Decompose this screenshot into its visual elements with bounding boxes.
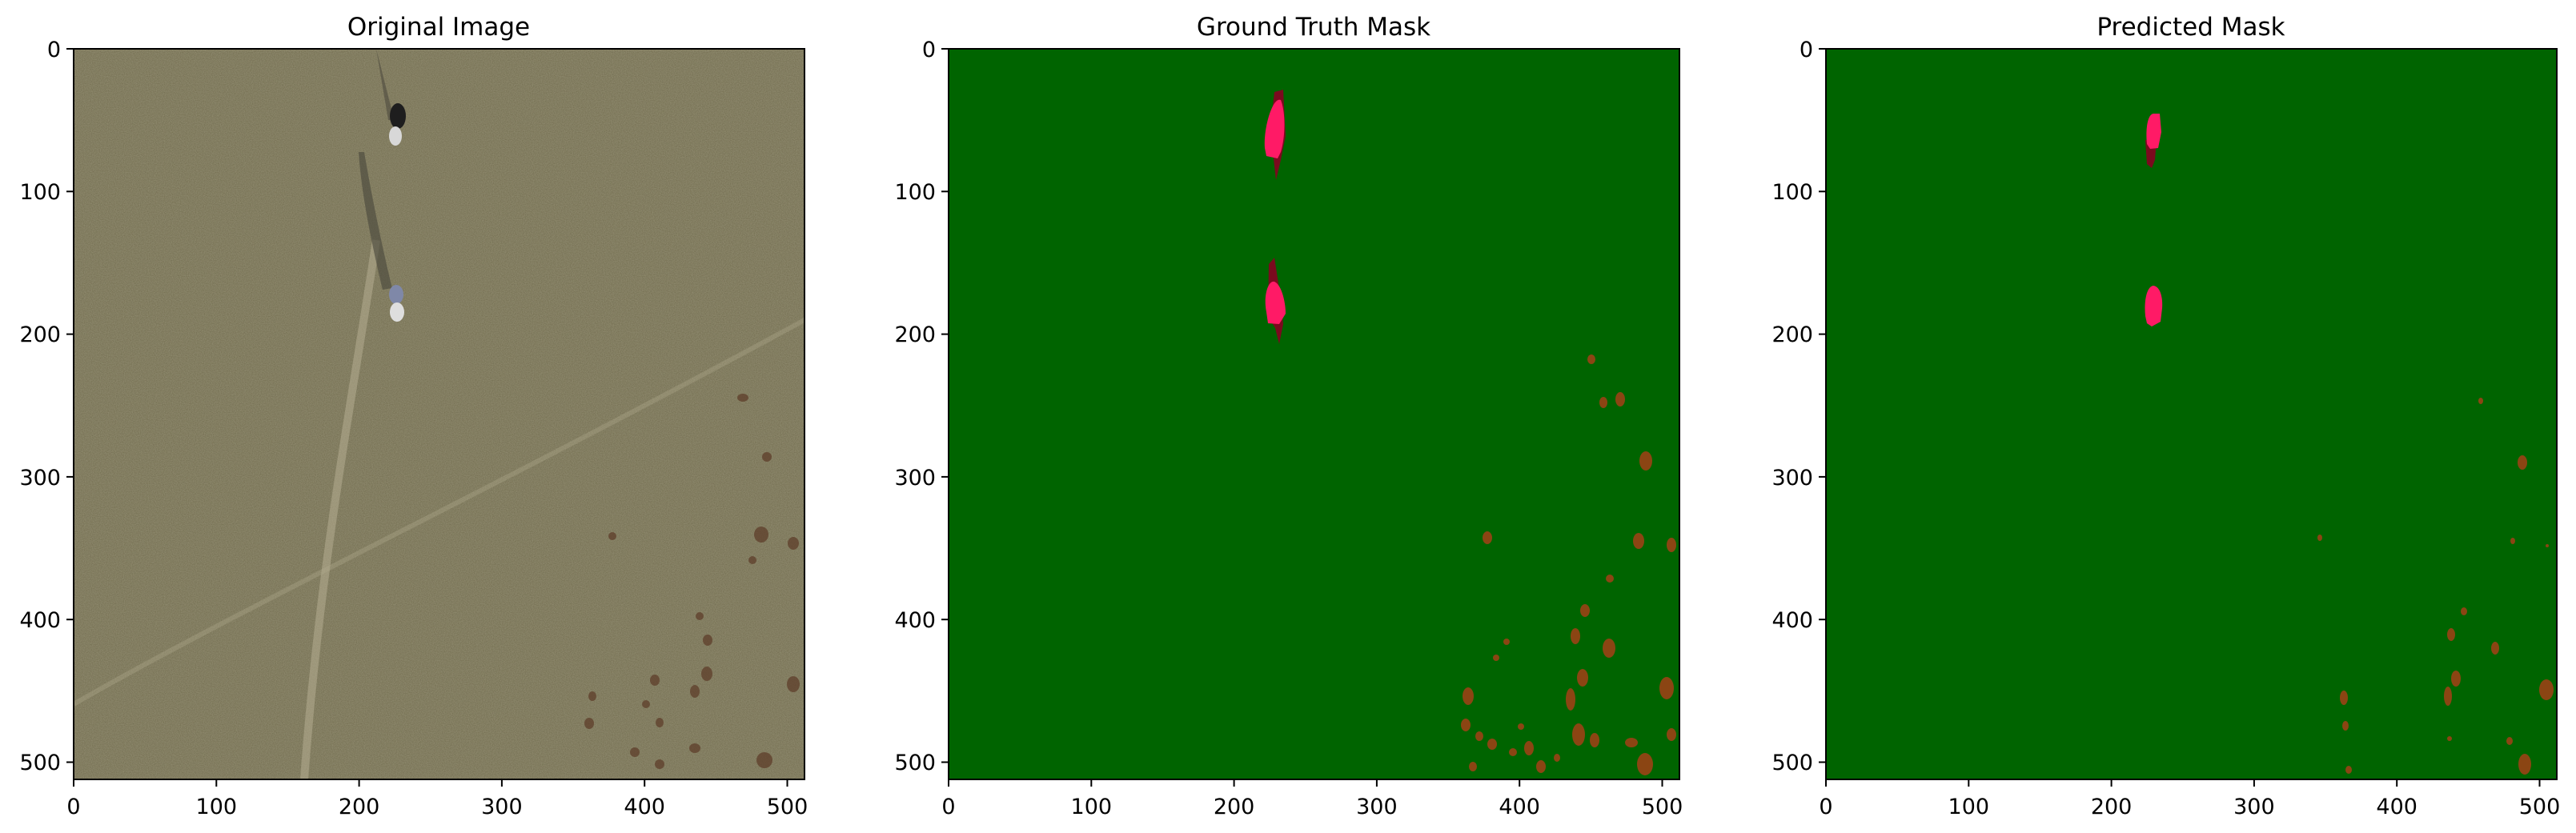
x-tick-label: 300 [1356,795,1398,819]
shadow-shape [376,49,399,120]
trail-line [300,239,380,779]
x-tick-label: 400 [2376,795,2418,819]
x-tick-label: 200 [1214,795,1255,819]
mask-background [1826,49,2557,779]
person-figure [389,285,404,322]
trail-line [74,318,804,707]
shrub-mask-regions [2317,398,2554,775]
y-tick-label: 100 [19,180,61,205]
y-tick-label: 300 [894,466,936,491]
shrub-cluster [584,394,800,769]
x-tick-label: 100 [1071,795,1113,819]
x-tick-label: 100 [1948,795,1990,819]
y-tick-label: 0 [922,38,936,62]
y-tick-label: 200 [1772,322,1813,347]
x-tick-label: 0 [66,795,80,819]
x-tick-label: 0 [941,795,955,819]
panel-title: Ground Truth Mask [1197,13,1430,42]
x-ticks: 0 100 200 300 400 500 [66,779,808,819]
x-tick-label: 300 [2233,795,2275,819]
x-tick-label: 300 [481,795,523,819]
y-tick-label: 400 [894,608,936,633]
y-ticks: 0 100 200 300 400 500 [1772,38,1826,775]
y-tick-label: 200 [894,322,936,347]
panel-title: Original Image [347,13,530,42]
y-tick-label: 500 [19,751,61,775]
aerial-photo [74,49,804,779]
x-tick-label: 200 [339,795,380,819]
y-tick-label: 300 [19,466,61,491]
y-tick-label: 0 [1800,38,1813,62]
panel-ground-truth-mask: Ground Truth Mask [894,13,1683,819]
x-tick-label: 500 [767,795,809,819]
y-tick-label: 500 [894,751,936,775]
axis-frame [948,48,1680,780]
x-tick-label: 100 [196,795,238,819]
y-tick-label: 200 [19,322,61,347]
panel-predicted-mask: Predicted Mask 0 100 20 [1772,13,2560,819]
mask-background [949,49,1679,779]
x-tick-label: 400 [624,795,665,819]
panel-original-image: Original Image [19,13,808,819]
axis-frame [73,48,805,780]
y-tick-label: 400 [1772,608,1813,633]
shrub-mask-regions [1461,354,1676,775]
person-mask-region [2145,114,2161,168]
person-mask-region [1265,258,1286,344]
shadow-shape [359,152,392,290]
y-ticks: 0 100 200 300 400 500 [894,38,949,775]
y-tick-label: 300 [1772,466,1813,491]
person-mask-region [2145,286,2163,326]
x-ticks: 0 100 200 300 400 500 [1819,779,2560,819]
x-ticks: 0 100 200 300 400 500 [941,779,1683,819]
panel-title: Predicted Mask [2097,13,2285,42]
x-tick-label: 500 [1642,795,1683,819]
y-tick-label: 500 [1772,751,1813,775]
y-tick-label: 0 [47,38,61,62]
grass-field [74,49,804,779]
y-ticks: 0 100 200 300 400 500 [19,38,74,775]
x-tick-label: 400 [1499,795,1540,819]
axis-frame [1825,48,2558,780]
y-tick-label: 400 [19,608,61,633]
x-tick-label: 500 [2519,795,2561,819]
y-tick-label: 100 [894,180,936,205]
x-tick-label: 200 [2091,795,2133,819]
x-tick-label: 0 [1819,795,1832,819]
person-figure [389,103,406,146]
y-tick-label: 100 [1772,180,1813,205]
person-mask-region [1264,90,1286,180]
